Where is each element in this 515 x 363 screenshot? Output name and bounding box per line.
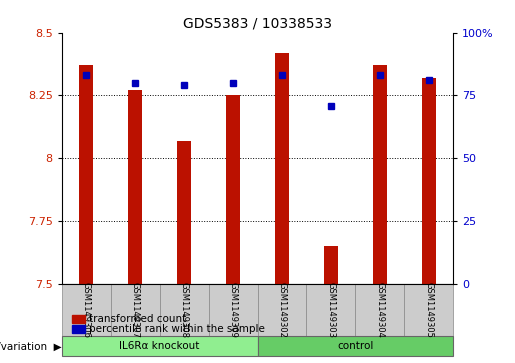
Text: IL6Rα knockout: IL6Rα knockout [119, 341, 200, 351]
Bar [258, 284, 306, 336]
Bar [258, 336, 453, 356]
Bar [373, 65, 387, 284]
Bar [111, 284, 160, 336]
Bar [209, 284, 258, 336]
Bar [62, 284, 111, 336]
Text: GSM1149305: GSM1149305 [424, 282, 433, 338]
Text: transformed count: transformed count [89, 314, 186, 324]
Bar [275, 53, 289, 284]
Text: GSM1149302: GSM1149302 [278, 282, 286, 338]
Text: GSM1149307: GSM1149307 [131, 282, 140, 338]
Title: GDS5383 / 10338533: GDS5383 / 10338533 [183, 16, 332, 30]
Text: GSM1149303: GSM1149303 [327, 282, 335, 338]
Bar [306, 284, 355, 336]
Text: GSM1149306: GSM1149306 [82, 282, 91, 338]
Bar [422, 78, 436, 284]
Text: percentile rank within the sample: percentile rank within the sample [89, 324, 265, 334]
Bar [226, 95, 240, 284]
Text: control: control [337, 341, 373, 351]
Bar [355, 284, 404, 336]
Bar [62, 336, 258, 356]
Bar [177, 141, 191, 284]
Text: genotype/variation  ▶: genotype/variation ▶ [0, 342, 62, 352]
Bar [79, 65, 93, 284]
Text: GSM1149308: GSM1149308 [180, 282, 188, 338]
Bar [324, 246, 338, 284]
Text: GSM1149304: GSM1149304 [375, 282, 384, 338]
Text: GSM1149309: GSM1149309 [229, 282, 237, 338]
Bar [160, 284, 209, 336]
Bar [404, 284, 453, 336]
Bar [128, 90, 142, 284]
